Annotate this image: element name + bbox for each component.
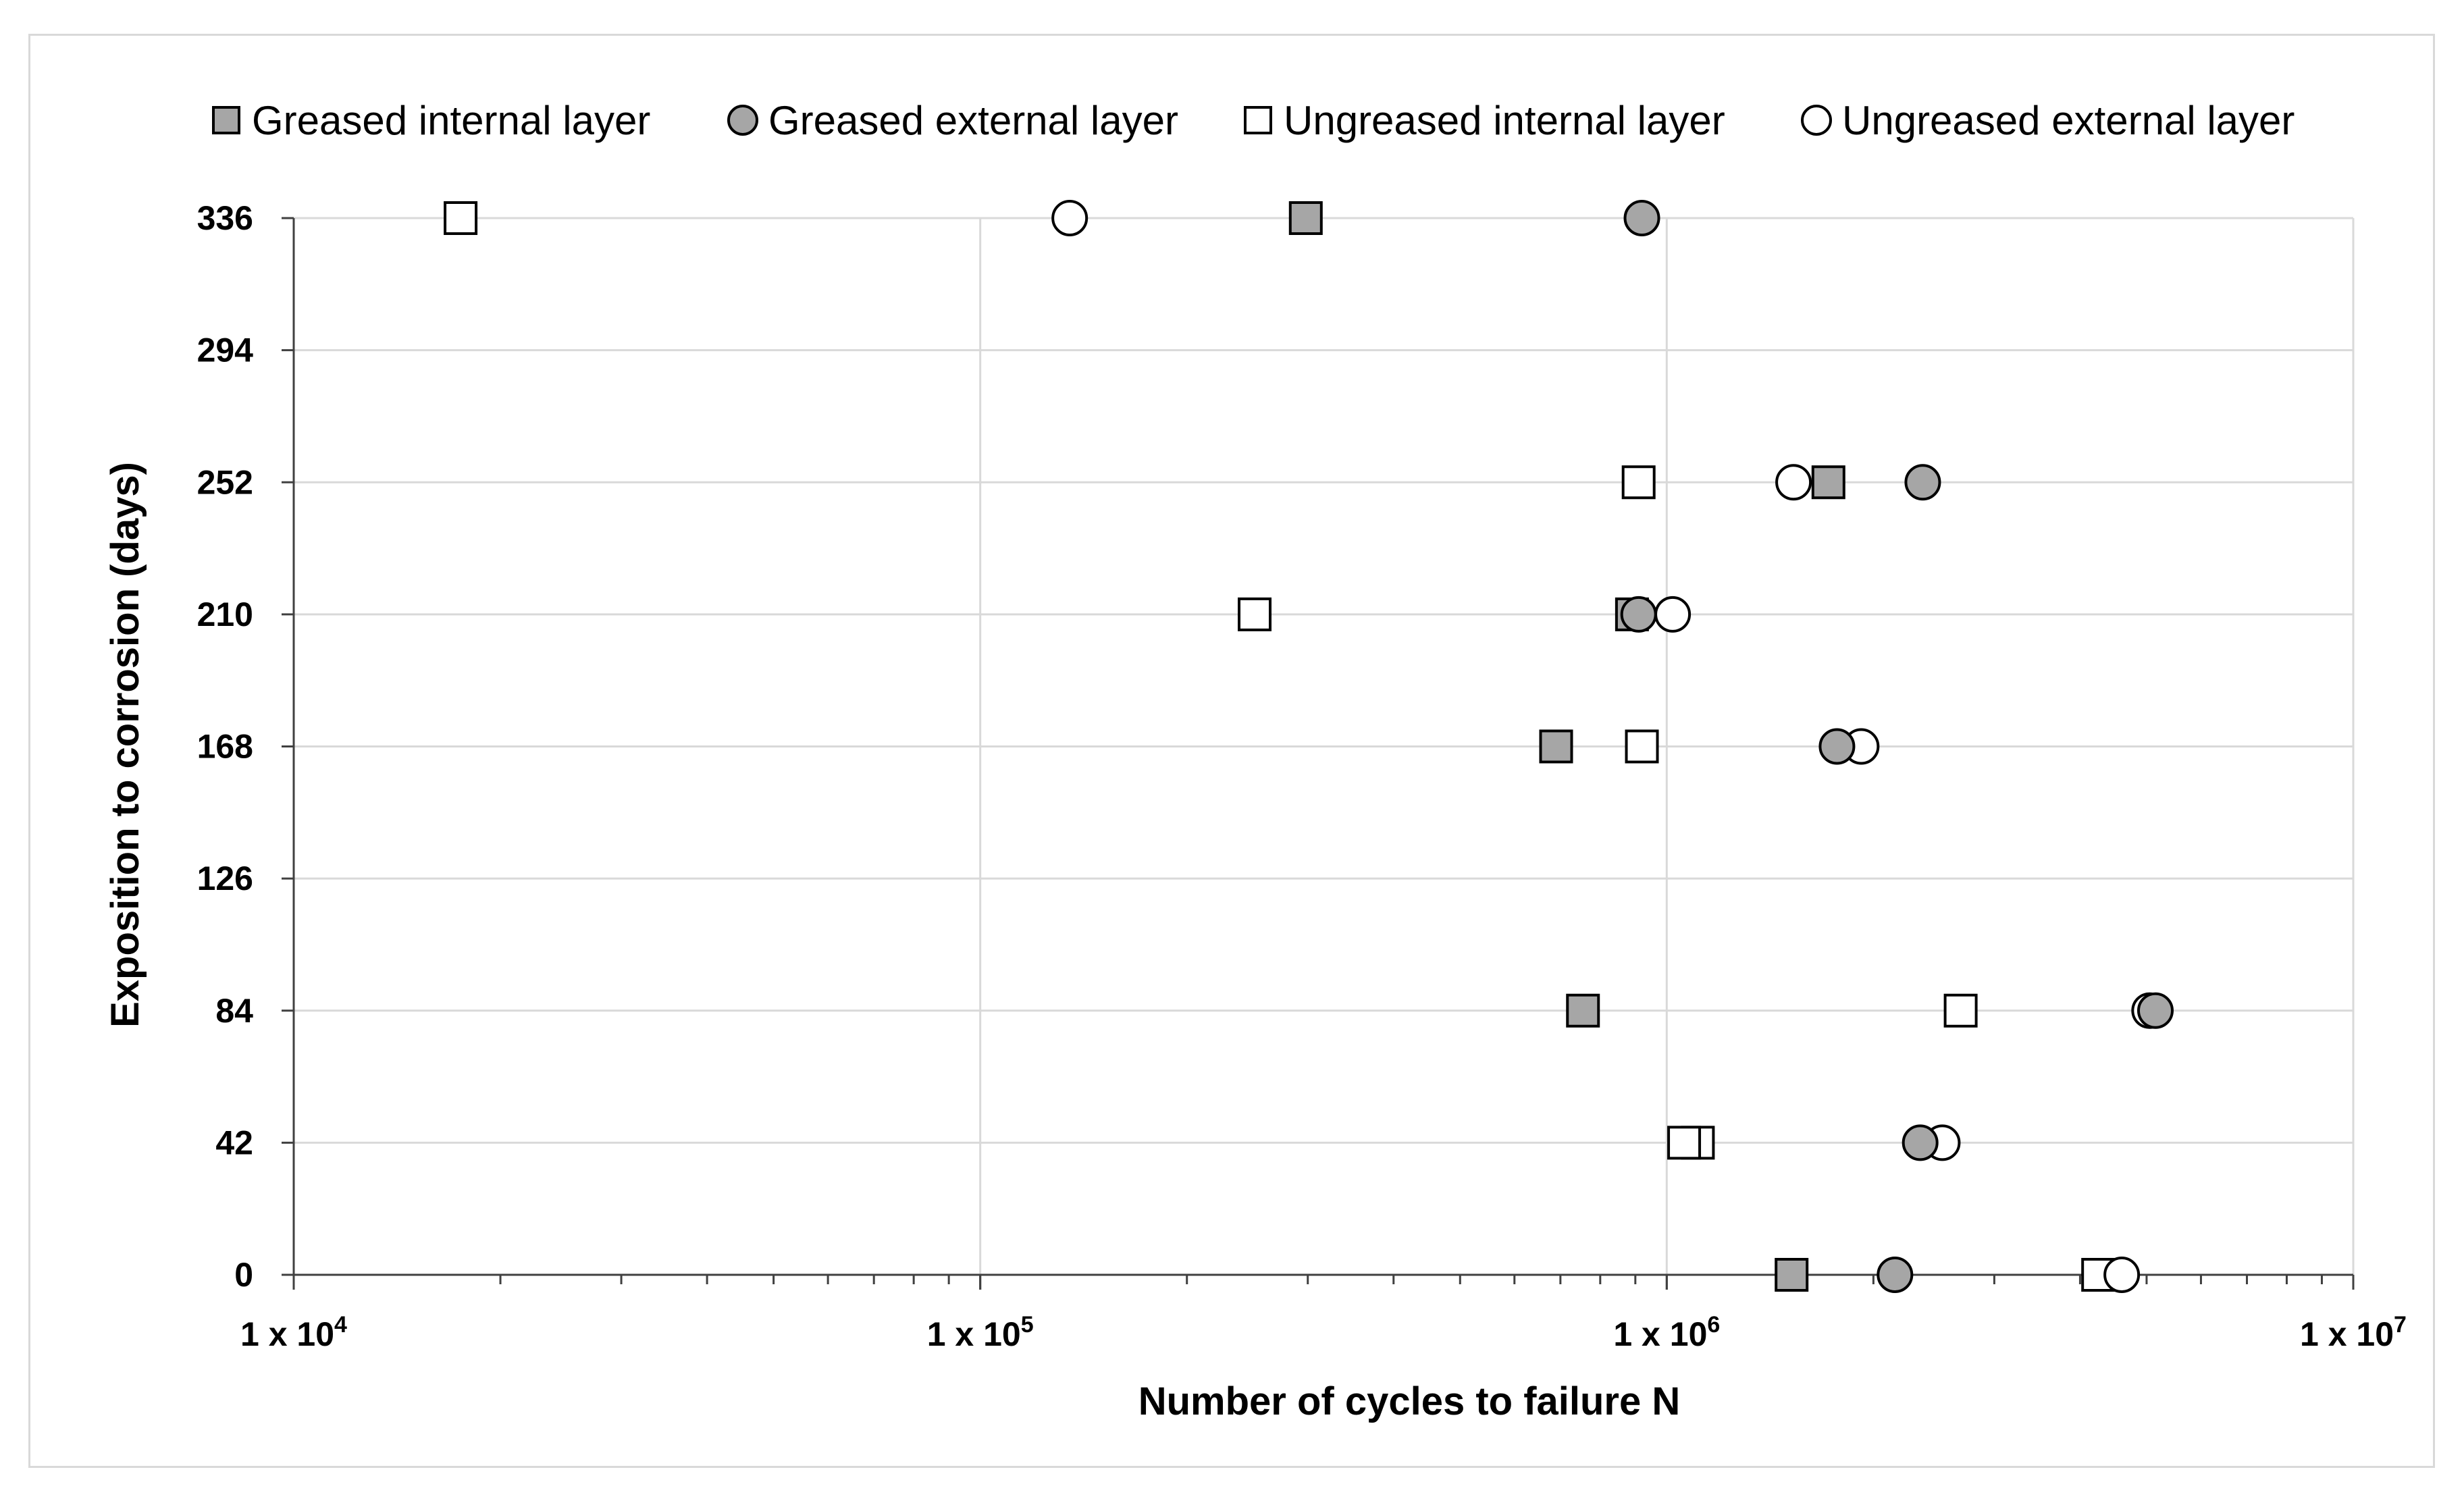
point-greased-external-layer — [1623, 200, 1660, 236]
point-greased-external-layer — [1877, 1257, 1914, 1293]
data-points — [444, 200, 2174, 1293]
point-ungreased-internal-layer — [1238, 597, 1272, 631]
x-tick-exponent: 4 — [334, 1312, 347, 1338]
y-tick-label: 84 — [215, 992, 253, 1030]
point-greased-external-layer — [1904, 464, 1941, 501]
y-axis-title: Exposition to corrosion (days) — [103, 462, 147, 1028]
legend-item: Ungreased external layer — [1801, 98, 2295, 143]
legend-label: Greased external layer — [768, 98, 1178, 143]
y-tick-label: 210 — [197, 596, 253, 633]
x-tick-label: 1 x 107 — [2300, 1312, 2407, 1353]
x-tick-exponent: 5 — [1021, 1312, 1034, 1338]
x-tick-label: 1 x 106 — [1613, 1312, 1720, 1353]
point-greased-internal-layer — [1288, 201, 1323, 235]
legend-marker — [727, 105, 758, 136]
y-tick-label: 252 — [197, 463, 253, 501]
x-tick-base: 1 x 10 — [2300, 1315, 2394, 1353]
y-tick-label: 126 — [197, 860, 253, 897]
point-ungreased-internal-layer — [1621, 465, 1656, 500]
x-axis-title: Number of cycles to failure N — [1138, 1379, 1681, 1423]
legend-label: Ungreased internal layer — [1284, 98, 1725, 143]
y-tick-label: 336 — [197, 199, 253, 237]
y-tick-label: 0 — [234, 1256, 253, 1294]
x-tick-base: 1 x 10 — [240, 1315, 334, 1353]
grid-lines — [294, 217, 2355, 1275]
legend-item: Ungreased internal layer — [1244, 98, 1725, 143]
point-ungreased-internal-layer — [444, 201, 478, 235]
chart-frame: 0 42 84 126 168 210 252 294 336 1 x 104 1 x 105 1 x… — [28, 34, 2435, 1468]
point-ungreased-external-layer — [1775, 464, 1812, 501]
x-tick-label: 1 x 104 — [240, 1312, 347, 1353]
point-ungreased-external-layer — [1051, 200, 1089, 236]
legend-marker — [1801, 105, 1832, 136]
point-ungreased-internal-layer — [1667, 1126, 1702, 1160]
point-greased-internal-layer — [1539, 729, 1573, 764]
point-greased-internal-layer — [1566, 993, 1600, 1028]
point-greased-internal-layer — [1775, 1258, 1809, 1292]
y-tick-label: 294 — [197, 332, 254, 369]
legend-item: Greased internal layer — [212, 98, 650, 143]
legend-label: Greased internal layer — [252, 98, 650, 143]
point-greased-external-layer — [1620, 596, 1657, 633]
point-greased-internal-layer — [1811, 465, 1845, 500]
point-ungreased-external-layer — [2103, 1257, 2141, 1293]
point-greased-external-layer — [1818, 728, 1856, 765]
legend-item: Greased external layer — [727, 98, 1178, 143]
x-tick-base: 1 x 10 — [1613, 1315, 1707, 1353]
x-tick-base: 1 x 10 — [927, 1315, 1021, 1353]
point-ungreased-external-layer — [1654, 596, 1692, 633]
point-greased-external-layer — [1902, 1124, 1939, 1161]
point-ungreased-internal-layer — [1625, 729, 1659, 764]
x-tick-exponent: 7 — [2394, 1312, 2407, 1338]
x-tick-exponent: 6 — [1707, 1312, 1720, 1338]
y-tick-label: 168 — [197, 728, 253, 766]
legend-label: Ungreased external layer — [1842, 98, 2295, 143]
axes — [282, 217, 2355, 1290]
point-greased-external-layer — [2137, 992, 2174, 1029]
legend-marker — [212, 106, 240, 134]
y-tick-label: 42 — [215, 1124, 253, 1161]
x-tick-label: 1 x 105 — [927, 1312, 1034, 1353]
point-ungreased-internal-layer — [1943, 993, 1978, 1028]
legend-marker — [1244, 106, 1272, 134]
legend: Greased internal layer Greased external l… — [212, 98, 2295, 143]
